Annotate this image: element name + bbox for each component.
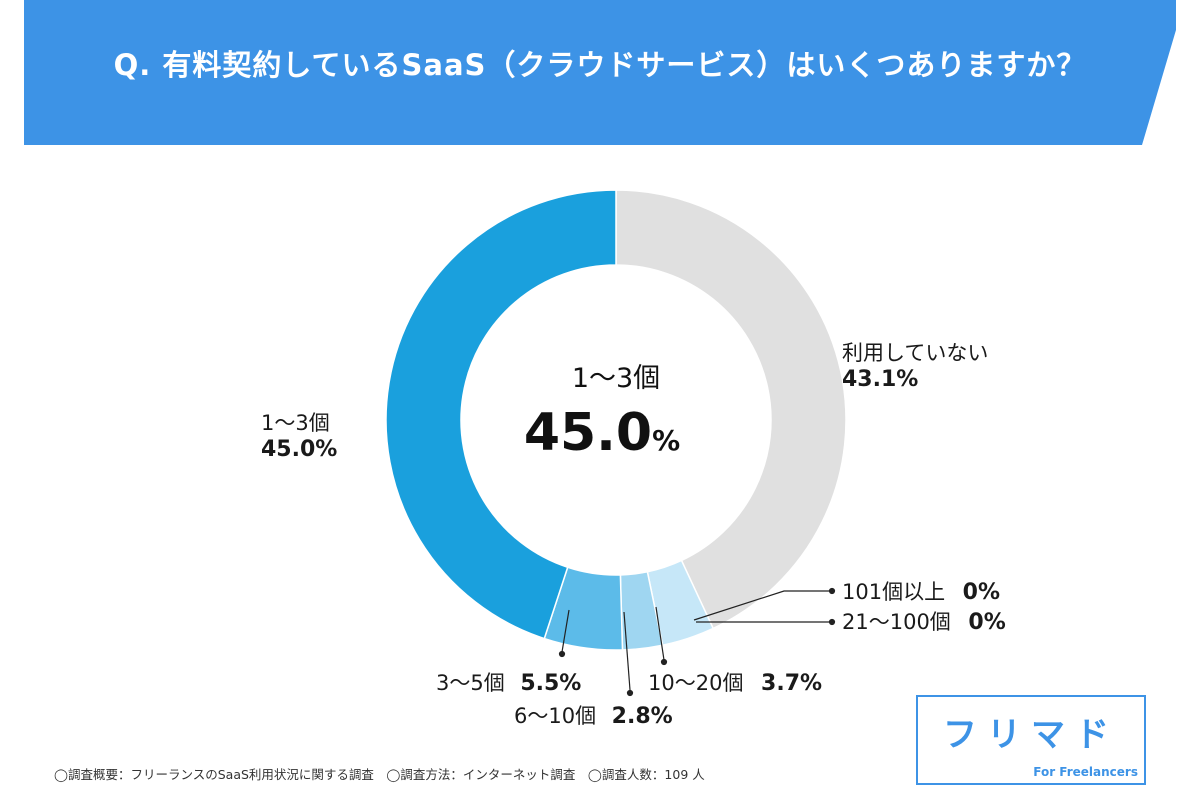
leader-21-100-dot [828, 618, 836, 626]
brand-logo: フリマド For Freelancers [916, 695, 1146, 785]
donut-slice-6 [385, 189, 617, 640]
leader-10-20 [655, 606, 665, 661]
label-not-used: 利用していない 43.1% [842, 340, 988, 394]
label-3-5-name: 3〜5個 [436, 671, 505, 695]
label-6-10: 6〜10個 2.8% [514, 703, 673, 731]
infographic-frame: Q. 有料契約しているSaaS（クラウドサービス）はいくつありますか？ 1〜3個… [24, 0, 1176, 800]
label-21-100-pct: 0% [968, 610, 1006, 635]
leader-101-plus-dot [828, 587, 836, 595]
brand-logo-tagline: For Freelancers [1033, 765, 1138, 779]
label-1-3-pct: 45.0% [261, 437, 338, 463]
label-1-3: 1〜3個 45.0% [261, 410, 337, 464]
brand-logo-text: フリマド [943, 715, 1119, 755]
donut-slices [385, 189, 847, 651]
leader-lines [558, 587, 836, 697]
leader-3-5 [561, 609, 570, 653]
label-21-100: 21〜100個 0% [842, 609, 1006, 637]
header-banner [24, 0, 1176, 145]
label-6-10-pct: 2.8% [611, 704, 673, 729]
label-1-3-name: 1〜3個 [261, 411, 330, 435]
label-10-20-pct: 3.7% [761, 671, 823, 696]
label-not-used-name: 利用していない [842, 341, 989, 365]
center-category-label: 1〜3個 [572, 363, 660, 394]
leader-6-10 [623, 611, 631, 691]
donut-chart: 1〜3個 45.0% [385, 189, 847, 697]
question-title: Q. 有料契約しているSaaS（クラウドサービス）はいくつありますか？ [113, 48, 1087, 82]
label-21-100-name: 21〜100個 [842, 610, 951, 634]
label-10-20: 10〜20個 3.7% [648, 670, 822, 698]
label-101-plus: 101個以上 0% [842, 579, 1000, 607]
survey-footnote: ◯調査概要：フリーランスのSaaS利用状況に関する調査 ◯調査方法：インターネッ… [54, 767, 705, 782]
label-101-plus-name: 101個以上 [842, 580, 946, 604]
center-unit: % [652, 424, 680, 457]
header-banner-shape [24, 0, 1176, 145]
label-10-20-name: 10〜20個 [648, 671, 744, 695]
label-3-5: 3〜5個 5.5% [436, 670, 581, 698]
label-6-10-name: 6〜10個 [514, 704, 597, 728]
label-101-plus-pct: 0% [962, 580, 1001, 605]
leader-6-10-dot [626, 689, 634, 697]
label-3-5-pct: 5.5% [520, 671, 582, 696]
center-value: 45.0 [524, 403, 652, 463]
label-not-used-pct: 43.1% [842, 367, 919, 393]
leader-3-5-dot [558, 650, 566, 658]
center-value-group: 45.0% [524, 403, 680, 463]
donut-slice-0 [615, 189, 847, 630]
leader-10-20-dot [660, 658, 668, 666]
leader-101-plus [693, 590, 832, 621]
